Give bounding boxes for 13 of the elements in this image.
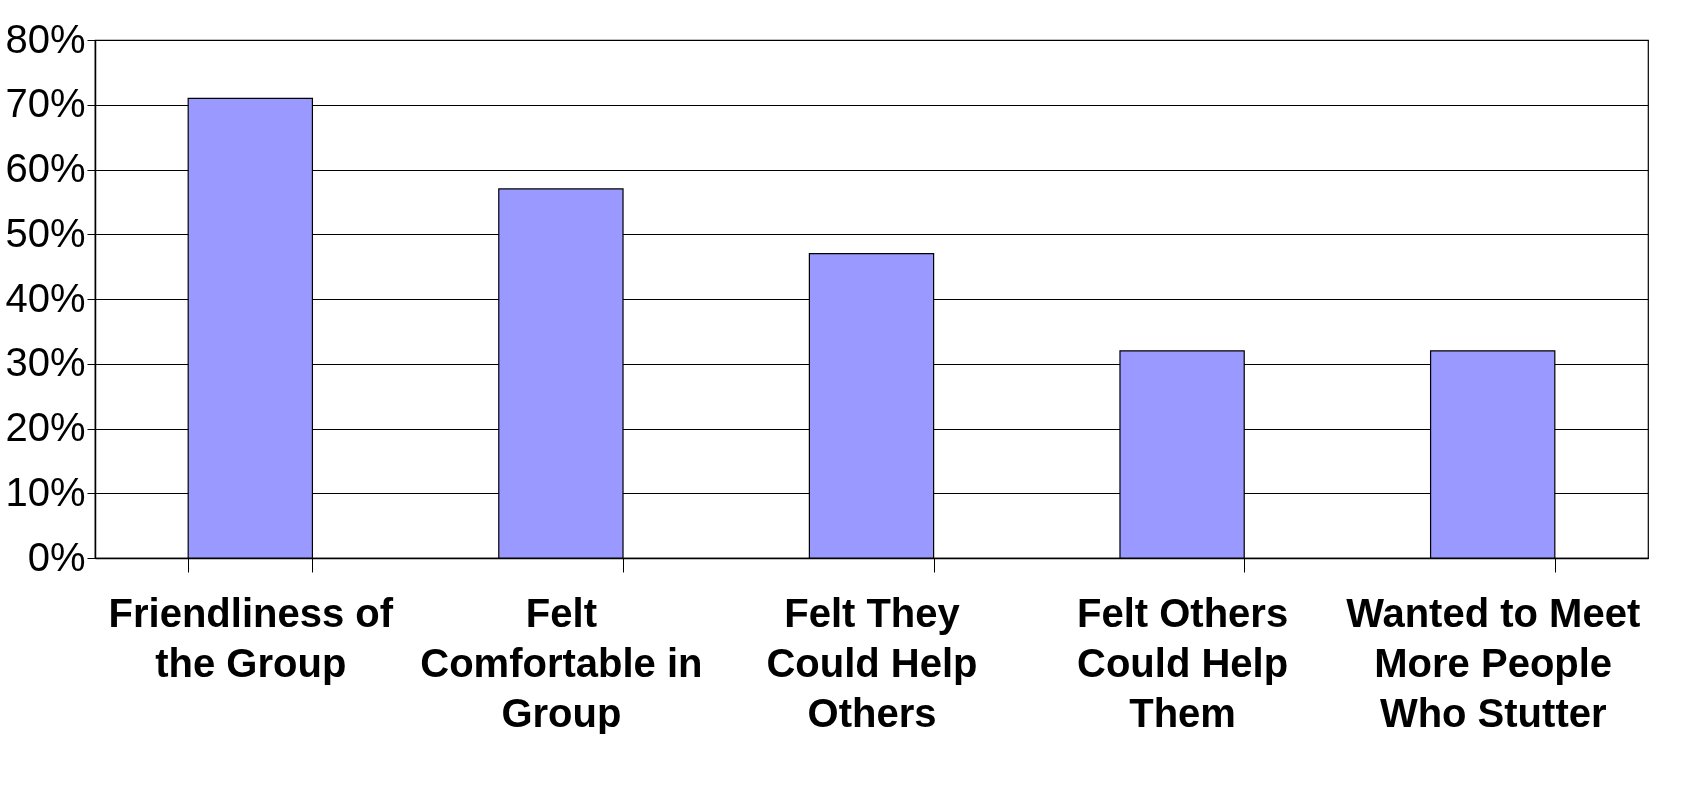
x-tick-label: Wanted to Meet More People Who Stutter (1346, 590, 1641, 735)
y-tick-label: 20% (5, 405, 86, 449)
y-tick-label: 70% (5, 81, 86, 126)
y-tick-label: 60% (5, 146, 86, 190)
x-tick-label: Felt Others Could Help Them (1077, 590, 1289, 735)
x-tick-label: Friendliness of the Group (108, 590, 394, 685)
y-tick-label: 0% (27, 534, 86, 579)
x-tick-label: Felt They Could Help Others (766, 590, 978, 735)
y-tick-label: 50% (5, 210, 86, 255)
y-tick-label: 10% (5, 469, 86, 514)
y-tick-label: 80% (5, 16, 86, 61)
y-tick-label: 30% (5, 340, 86, 385)
y-tick-label: 40% (5, 275, 86, 320)
